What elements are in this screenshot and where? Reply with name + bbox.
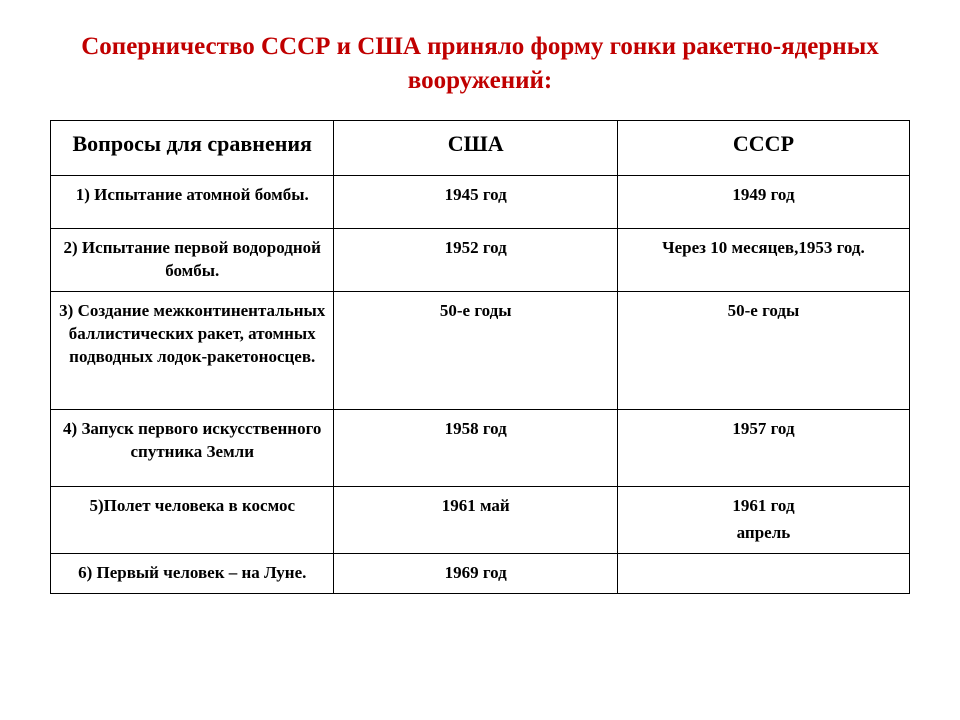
cell-ussr-line1: 1961 год: [732, 496, 794, 515]
cell-ussr: Через 10 месяцев,1953 год.: [617, 229, 909, 292]
cell-usa: 1945 год: [334, 175, 617, 229]
comparison-table: Вопросы для сравнения США СССР 1) Испыта…: [50, 120, 910, 594]
cell-question: 3) Создание межконтинентальных баллистич…: [51, 292, 334, 410]
cell-usa: 1952 год: [334, 229, 617, 292]
cell-ussr-line2: апрель: [624, 522, 903, 545]
table-row: 4) Запуск первого искусственного спутник…: [51, 410, 910, 487]
header-ussr: СССР: [617, 120, 909, 175]
cell-question: 4) Запуск первого искусственного спутник…: [51, 410, 334, 487]
cell-usa: 1958 год: [334, 410, 617, 487]
table-row: 2) Испытание первой водородной бомбы. 19…: [51, 229, 910, 292]
cell-question: 1) Испытание атомной бомбы.: [51, 175, 334, 229]
cell-question: 5)Полет человека в космос: [51, 487, 334, 554]
header-question: Вопросы для сравнения: [51, 120, 334, 175]
cell-question: 2) Испытание первой водородной бомбы.: [51, 229, 334, 292]
cell-ussr: 1961 год апрель: [617, 487, 909, 554]
cell-ussr: 50-е годы: [617, 292, 909, 410]
header-usa: США: [334, 120, 617, 175]
cell-usa: 1969 год: [334, 553, 617, 593]
cell-usa: 1961 май: [334, 487, 617, 554]
table-row: 3) Создание межконтинентальных баллистич…: [51, 292, 910, 410]
table-row: 1) Испытание атомной бомбы. 1945 год 194…: [51, 175, 910, 229]
table-header-row: Вопросы для сравнения США СССР: [51, 120, 910, 175]
cell-ussr: 1949 год: [617, 175, 909, 229]
cell-usa: 50-е годы: [334, 292, 617, 410]
page-title: Соперничество СССР и США приняло форму г…: [50, 30, 910, 98]
table-row: 5)Полет человека в космос 1961 май 1961 …: [51, 487, 910, 554]
table-row: 6) Первый человек – на Луне. 1969 год: [51, 553, 910, 593]
cell-ussr: 1957 год: [617, 410, 909, 487]
cell-ussr: [617, 553, 909, 593]
cell-question: 6) Первый человек – на Луне.: [51, 553, 334, 593]
